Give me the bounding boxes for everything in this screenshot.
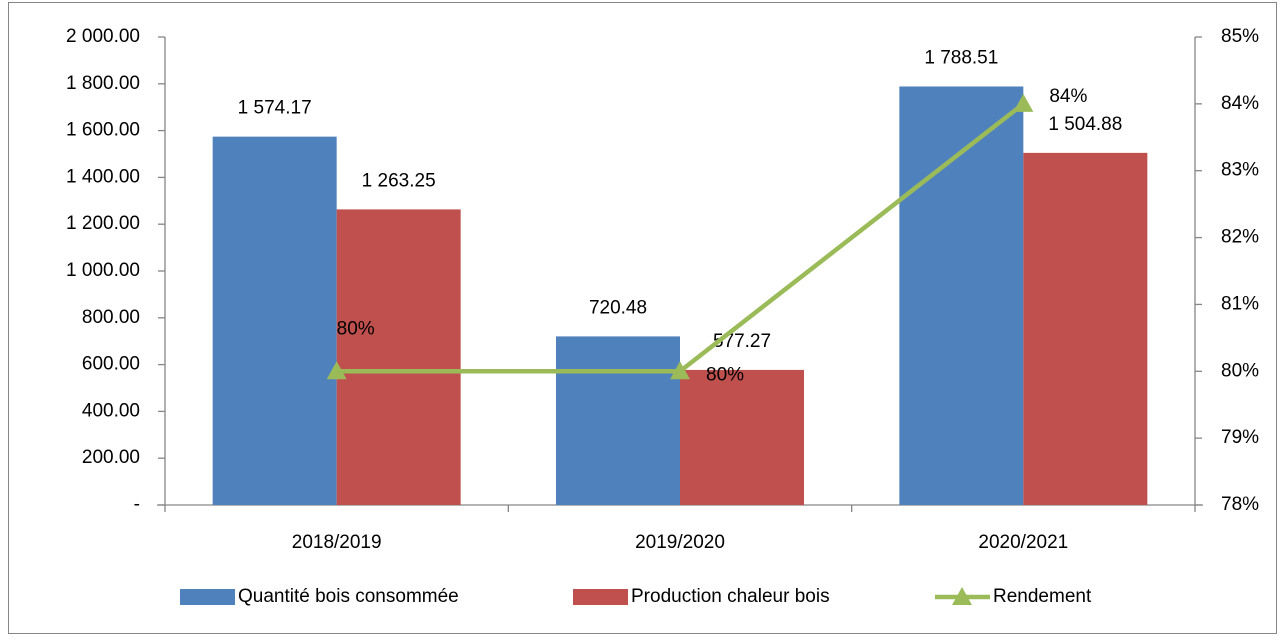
- y2-tick-label: 78%: [1221, 494, 1259, 515]
- line-marker: [1013, 93, 1034, 112]
- y-tick-label: 600.00: [82, 354, 140, 375]
- y2-tick-label: 83%: [1221, 160, 1259, 181]
- line-marker: [326, 361, 347, 380]
- bar: [336, 209, 461, 505]
- data-label: 1 788.51: [924, 48, 998, 69]
- data-label: 84%: [1049, 86, 1087, 107]
- y-tick-label: 1 800.00: [66, 73, 140, 94]
- y-tick-label: 2 000.00: [66, 26, 140, 47]
- y-tick-label: 1 400.00: [66, 166, 140, 187]
- y-tick-label: 400.00: [82, 400, 140, 421]
- y-tick-label: 1 600.00: [66, 120, 140, 141]
- bar: [899, 86, 1024, 506]
- x-tick-label: 2018/2019: [292, 532, 382, 553]
- legend-label: Rendement: [993, 586, 1092, 607]
- x-tick-label: 2019/2020: [635, 532, 725, 553]
- y2-tick-label: 84%: [1221, 93, 1259, 114]
- y2-tick-label: 80%: [1221, 360, 1259, 381]
- y-tick-label: 800.00: [82, 307, 140, 328]
- y-tick-label: -: [134, 494, 140, 515]
- y2-tick-label: 81%: [1221, 293, 1259, 314]
- data-label: 1 263.25: [362, 170, 436, 191]
- x-tick-label: 2020/2021: [978, 532, 1068, 553]
- legend-swatch: [180, 589, 235, 605]
- bar: [212, 136, 337, 505]
- data-label: 80%: [706, 364, 744, 385]
- y2-tick-label: 79%: [1221, 427, 1259, 448]
- y-tick-label: 1 200.00: [66, 213, 140, 234]
- y-tick-label: 200.00: [82, 447, 140, 468]
- y2-tick-label: 85%: [1221, 26, 1259, 47]
- data-label: 720.48: [589, 297, 647, 318]
- data-label: 80%: [337, 318, 375, 339]
- data-label: 1 574.17: [238, 98, 312, 119]
- legend-swatch: [952, 587, 972, 605]
- legend-label: Quantité bois consommée: [238, 586, 459, 607]
- bar: [1023, 152, 1148, 505]
- bar: [680, 369, 804, 505]
- bar: [556, 336, 680, 505]
- y2-tick-label: 82%: [1221, 227, 1259, 248]
- legend-swatch: [573, 589, 628, 605]
- line-marker: [670, 361, 690, 380]
- legend-label: Production chaleur bois: [631, 586, 830, 607]
- data-label: 1 504.88: [1048, 114, 1122, 135]
- y-tick-label: 1 000.00: [66, 260, 140, 281]
